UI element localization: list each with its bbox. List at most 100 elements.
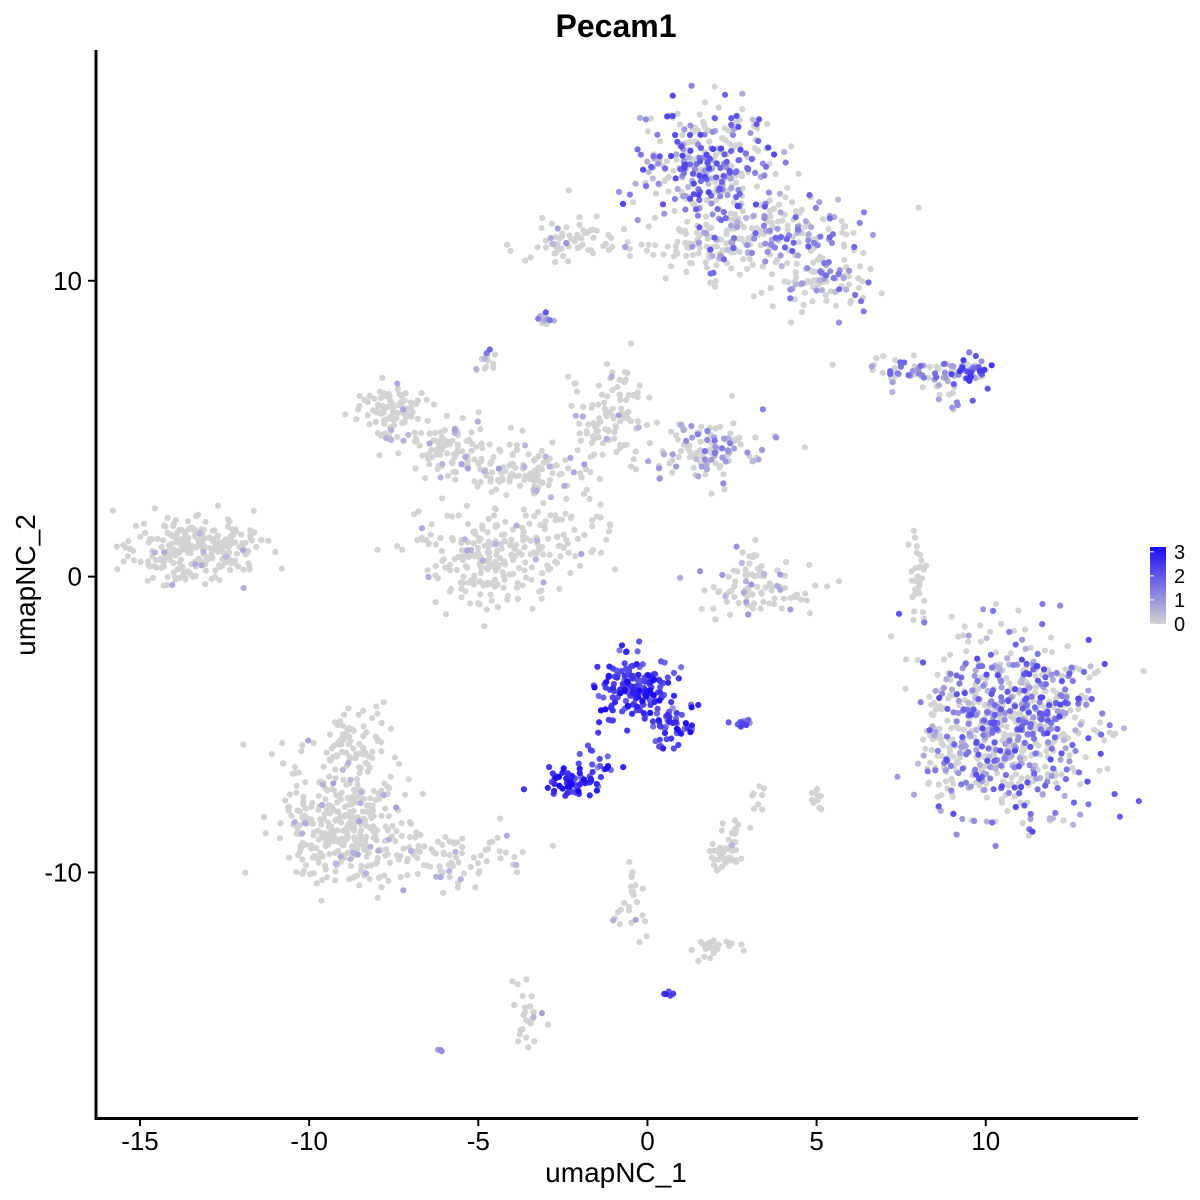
cell-point (360, 723, 367, 730)
cell-point (1033, 775, 1040, 782)
cell-point (593, 213, 600, 220)
cell-point (734, 223, 741, 231)
cell-point (727, 611, 734, 618)
cell-point (728, 265, 735, 272)
cell-point (565, 258, 572, 265)
cell-point (538, 587, 545, 594)
cell-point (989, 819, 996, 826)
cell-point (805, 237, 812, 244)
cell-point (624, 727, 631, 734)
cell-point (544, 1021, 552, 1028)
cell-point (672, 719, 679, 726)
cell-point (625, 408, 632, 415)
cell-point (856, 219, 863, 226)
cell-point (921, 597, 928, 605)
cell-point (991, 711, 998, 719)
cell-point (634, 703, 641, 710)
plot-title: Pecam1 (556, 8, 677, 44)
cell-point (671, 207, 678, 214)
cell-point (720, 480, 727, 487)
cell-point (747, 824, 754, 831)
cell-point (963, 751, 970, 758)
cell-point (918, 557, 925, 564)
cell-point (960, 632, 967, 639)
cell-point (356, 818, 363, 825)
cell-point (686, 138, 693, 145)
cell-point (594, 663, 601, 670)
cell-point (1077, 811, 1084, 818)
cell-point (352, 873, 359, 880)
cell-point (113, 543, 120, 550)
cell-point (471, 572, 478, 579)
cell-point (647, 115, 655, 122)
cell-point (998, 796, 1005, 803)
cell-point (718, 178, 726, 185)
cell-point (720, 209, 728, 216)
cell-point (552, 233, 559, 240)
cell-point (216, 577, 223, 584)
cell-point (140, 520, 148, 527)
cell-point (746, 560, 753, 567)
cell-point (459, 415, 466, 422)
cell-point (506, 462, 513, 469)
cell-point (622, 697, 630, 704)
cell-point (1025, 832, 1032, 839)
cell-point (979, 663, 986, 670)
cell-point (540, 500, 547, 507)
cell-point (673, 710, 680, 717)
cell-point (595, 420, 602, 427)
cell-point (783, 236, 791, 243)
cell-point (279, 740, 286, 747)
cell-point (437, 429, 444, 436)
cell-point (424, 417, 431, 424)
cell-point (955, 633, 962, 640)
cell-point (1061, 792, 1068, 800)
cell-point (534, 508, 542, 516)
cell-point (1021, 687, 1028, 694)
cell-point (552, 249, 560, 256)
cell-point (673, 725, 681, 733)
cell-point (655, 160, 662, 167)
cell-point (677, 228, 684, 235)
cell-point (437, 451, 444, 458)
cell-point (958, 744, 965, 751)
cell-point (181, 542, 189, 549)
cell-point (980, 732, 987, 739)
cell-point (315, 792, 322, 800)
cell-point (1011, 784, 1018, 791)
cell-point (1057, 756, 1064, 763)
cell-point (605, 672, 612, 679)
cell-point (589, 250, 597, 257)
cell-point (528, 576, 535, 583)
cell-point (987, 775, 994, 782)
cell-point (812, 582, 819, 589)
cell-point (916, 581, 923, 589)
cell-point (983, 794, 990, 801)
cell-point (496, 848, 503, 855)
cell-point (672, 175, 679, 182)
cell-point (704, 436, 711, 444)
cell-point (688, 423, 695, 430)
cell-point (708, 200, 715, 207)
cell-point (888, 633, 895, 640)
cell-point (513, 522, 520, 529)
cell-point (1005, 782, 1012, 789)
cell-point (594, 427, 602, 434)
cell-point (405, 776, 412, 783)
cell-point (400, 845, 407, 852)
cell-point (303, 862, 310, 869)
cell-point (1004, 688, 1011, 695)
cell-point (339, 766, 346, 774)
cell-point (673, 463, 680, 470)
cell-point (919, 384, 926, 391)
cell-point (492, 541, 499, 548)
cell-point (710, 269, 717, 276)
cell-point (432, 572, 439, 579)
cell-point (958, 674, 965, 681)
legend-label: 0 (1174, 614, 1185, 636)
cell-point (599, 440, 607, 447)
cell-point (974, 677, 981, 685)
cell-point (689, 170, 697, 177)
cell-point (1006, 708, 1014, 715)
